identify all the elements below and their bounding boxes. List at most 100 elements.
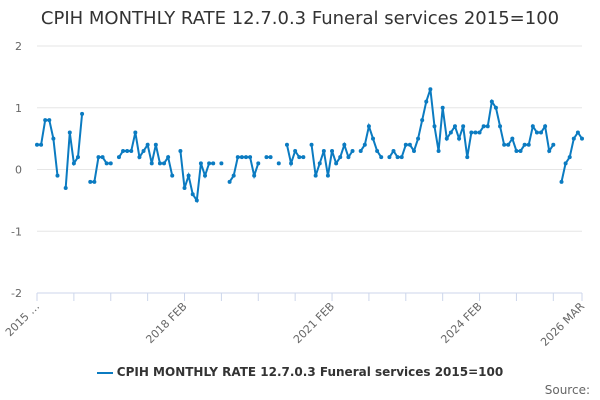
data-point [489, 99, 494, 104]
y-tick-label: 2 [15, 40, 22, 53]
data-point [469, 130, 474, 135]
data-point [92, 179, 97, 184]
data-point [252, 173, 257, 178]
data-point [289, 161, 294, 166]
x-tick-label: 2021 FEB [291, 300, 337, 346]
data-point [149, 161, 154, 166]
data-point [162, 161, 167, 166]
data-point [325, 173, 330, 178]
data-point [338, 155, 343, 160]
data-point [67, 130, 72, 135]
data-point [432, 124, 437, 129]
data-point [198, 161, 203, 166]
data-point [580, 136, 584, 141]
data-point [227, 179, 232, 184]
data-point [506, 142, 511, 147]
data-point [39, 142, 44, 147]
data-point [518, 148, 523, 153]
data-point [371, 136, 376, 141]
data-point [465, 155, 470, 160]
data-point [493, 105, 498, 110]
data-point [194, 198, 199, 203]
data-point [452, 124, 457, 129]
data-point [350, 148, 355, 153]
data-point [182, 186, 187, 191]
x-tick-label: 2015 … [3, 300, 42, 339]
data-point [313, 173, 318, 178]
data-point [256, 161, 261, 166]
data-point [186, 173, 191, 178]
data-point [485, 124, 490, 129]
y-tick-label: 1 [15, 102, 22, 115]
data-point [547, 148, 552, 153]
data-point [526, 142, 531, 147]
data-point [366, 124, 371, 129]
data-point [43, 118, 48, 123]
data-point [264, 155, 269, 160]
data-point [530, 124, 535, 129]
data-point [399, 155, 404, 160]
data-point [301, 155, 306, 160]
data-point [522, 142, 527, 147]
data-point [514, 148, 519, 153]
data-point [444, 136, 449, 141]
data-point [416, 136, 421, 141]
data-point [231, 173, 236, 178]
data-point [178, 148, 183, 153]
data-point [239, 155, 244, 160]
data-point [428, 87, 433, 92]
data-point [375, 148, 380, 153]
data-point [108, 161, 113, 166]
legend-item[interactable]: CPIH MONTHLY RATE 12.7.0.3 Funeral servi… [0, 365, 600, 379]
data-point [248, 155, 253, 160]
data-point [96, 155, 101, 160]
data-point [153, 142, 158, 147]
data-point [211, 161, 216, 166]
data-point [342, 142, 347, 147]
data-point [47, 118, 52, 123]
data-point [243, 155, 248, 160]
data-point [391, 148, 396, 153]
data-point [284, 142, 289, 147]
data-point [551, 142, 556, 147]
data-point [567, 155, 572, 160]
data-point [379, 155, 384, 160]
x-tick-label: 2026 MAR [538, 300, 587, 349]
data-point [235, 155, 240, 160]
legend-label: CPIH MONTHLY RATE 12.7.0.3 Funeral servi… [116, 365, 504, 379]
data-point [362, 142, 367, 147]
data-point [321, 148, 326, 153]
data-point [424, 99, 429, 104]
data-point [387, 155, 392, 160]
data-point [411, 148, 416, 153]
data-point [170, 173, 175, 178]
data-point [35, 142, 39, 147]
data-point [141, 148, 146, 153]
data-point [346, 155, 351, 160]
data-point [125, 148, 130, 153]
series-line-segment [64, 113, 84, 189]
data-point [403, 142, 408, 147]
y-tick-label: -2 [11, 287, 22, 300]
data-point [539, 130, 544, 135]
data-point [510, 136, 515, 141]
series-line-segment [228, 156, 260, 183]
data-point [309, 142, 314, 147]
data-point [157, 161, 162, 166]
data-point [88, 179, 93, 184]
data-point [481, 124, 486, 129]
data-point [473, 130, 478, 135]
data-point [100, 155, 105, 160]
series-line-segment [388, 88, 555, 159]
data-point [293, 148, 298, 153]
data-point [543, 124, 548, 129]
data-point [129, 148, 134, 153]
data-point [276, 161, 281, 166]
data-point [166, 155, 171, 160]
data-point [461, 124, 466, 129]
data-point [407, 142, 412, 147]
data-point [330, 148, 335, 153]
data-point [55, 173, 60, 178]
data-point [268, 155, 273, 160]
